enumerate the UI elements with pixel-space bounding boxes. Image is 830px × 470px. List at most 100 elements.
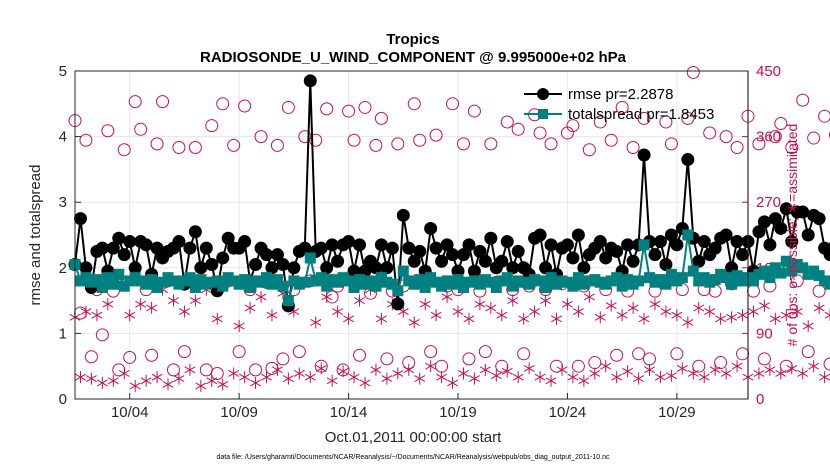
obs-assimilated-point	[337, 365, 349, 378]
obs-possible-point	[681, 111, 695, 125]
obs-assimilated-point	[561, 298, 573, 311]
totalspread-point	[113, 268, 125, 280]
obs-possible-point	[276, 352, 290, 366]
obs-possible-point	[692, 359, 706, 373]
rmse-point	[593, 235, 607, 249]
obs-possible-point	[188, 141, 202, 155]
obs-possible-point	[320, 102, 334, 116]
rmse-point	[342, 235, 356, 249]
totalspread-point	[107, 278, 119, 290]
rmse-point	[402, 241, 416, 255]
totalspread-point	[638, 239, 650, 251]
x-tick-label: 10/14	[330, 404, 368, 421]
obs-assimilated-point	[758, 299, 770, 312]
obs-assimilated-point	[211, 312, 223, 325]
totalspread-point	[764, 272, 776, 284]
rmse-point	[325, 238, 339, 252]
obs-possible-point	[227, 138, 241, 152]
obs-assimilated-point	[786, 362, 798, 375]
rmse-point	[692, 254, 706, 268]
obs-assimilated-point	[529, 305, 541, 318]
obs-assimilated-point	[665, 369, 677, 382]
totalspread-point	[397, 265, 409, 277]
x-tick-label: 10/09	[220, 404, 258, 421]
legend-label: rmse pr=2.2878	[568, 86, 673, 103]
obs-assimilated-point	[118, 367, 130, 380]
y-tick-label: 1	[59, 325, 67, 342]
rmse-point	[500, 235, 514, 249]
obs-assimilated-point	[75, 371, 86, 384]
obs-possible-point	[752, 137, 766, 151]
rmse-point	[610, 244, 624, 258]
rmse-point	[369, 261, 383, 275]
x-axis-ticks: 10/04 10/09 10/14 10/19 10/24 10/29	[111, 393, 696, 421]
obs-assimilated-point	[819, 371, 830, 384]
y-right-tick-label: 450	[756, 63, 781, 80]
rmse-point	[73, 212, 87, 226]
obs-assimilated-point	[162, 378, 174, 391]
totalspread-point	[633, 275, 645, 287]
obs-possible-point	[566, 119, 580, 133]
obs-possible-point	[309, 133, 323, 147]
obs-possible-point	[686, 65, 700, 79]
series-totalspread	[69, 229, 830, 307]
obs-assimilated-point	[474, 298, 486, 311]
obs-assimilated-point	[91, 309, 103, 322]
obs-possible-point	[413, 133, 427, 147]
x-axis-label: Oct.01,2011 00:00:00 start	[325, 429, 502, 446]
totalspread-point	[687, 265, 699, 277]
rmse-point	[303, 74, 317, 88]
obs-assimilated-point	[616, 309, 628, 322]
rmse-point	[648, 248, 662, 262]
rmse-point	[681, 153, 695, 167]
totalspread-point	[419, 281, 431, 293]
y-right-tick-label: 270	[756, 194, 781, 211]
rmse-point	[752, 225, 766, 239]
obs-assimilated-point	[775, 367, 787, 380]
obs-assimilated-point	[704, 305, 716, 318]
obs-possible-point	[604, 133, 618, 147]
rmse-point	[429, 241, 443, 255]
obs-assimilated-point	[534, 371, 546, 384]
rmse-point	[194, 261, 208, 275]
obs-assimilated-point	[627, 301, 639, 314]
obs-assimilated-point	[321, 290, 333, 303]
rmse-point	[391, 297, 405, 311]
rmse-point	[456, 248, 470, 262]
obs-assimilated-point	[797, 367, 809, 380]
rmse-point	[413, 244, 427, 258]
obs-possible-point	[637, 111, 651, 125]
plot-area	[75, 71, 748, 399]
x-tick-label: 10/19	[439, 404, 477, 421]
obs-possible-point	[292, 345, 306, 359]
obs-assimilated-point	[414, 372, 426, 385]
obs-assimilated-point	[375, 312, 387, 325]
legend-marker	[537, 88, 549, 100]
rmse-point	[511, 244, 525, 258]
x-tick-label: 10/24	[549, 404, 587, 421]
obs-possible-point	[265, 361, 279, 375]
rmse-point	[473, 244, 487, 258]
obs-possible-point	[785, 141, 799, 155]
obs-assimilated-point	[676, 362, 688, 375]
obs-possible-point	[117, 143, 131, 157]
obs-possible-point	[818, 109, 830, 123]
obs-assimilated-point	[102, 298, 114, 311]
obs-possible-point	[166, 363, 180, 377]
y-right-tick-label: 0	[756, 391, 764, 408]
obs-possible-point	[746, 284, 760, 298]
rmse-point	[719, 228, 733, 242]
obs-possible-point	[205, 119, 219, 133]
rmse-point	[123, 235, 137, 249]
rmse-point	[260, 248, 274, 262]
obs-possible-point	[73, 306, 87, 320]
obs-assimilated-point	[326, 374, 338, 387]
obs-assimilated-point	[523, 362, 535, 375]
obs-assimilated-point	[430, 309, 442, 322]
obs-assimilated-point	[332, 305, 344, 318]
rmse-point	[566, 251, 580, 265]
obs-possible-point	[84, 350, 98, 364]
obs-assimilated-point	[206, 374, 218, 387]
obs-possible-point	[549, 359, 563, 373]
obs-assimilated-point	[791, 305, 803, 318]
